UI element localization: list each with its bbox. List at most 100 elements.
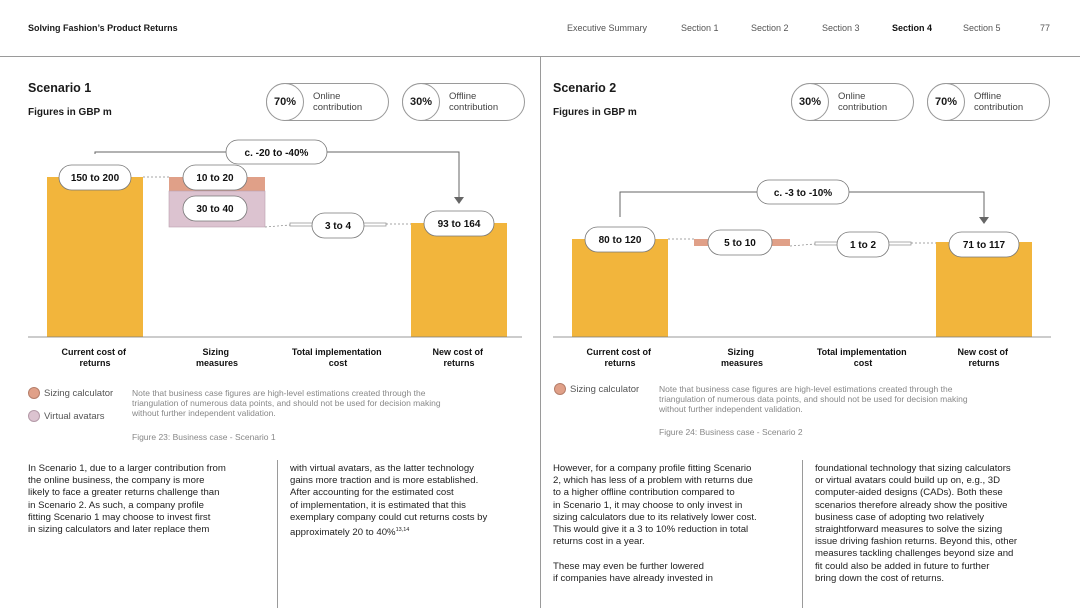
sizing-calculator-legend-icon: [554, 383, 566, 395]
value-label-new-cost: 93 to 164: [438, 219, 481, 230]
nav-executive-summary[interactable]: Executive Summary: [567, 23, 648, 33]
change-label-box: [225, 139, 328, 165]
text-line: in Scenario 2. As such, a company profil…: [28, 499, 204, 511]
document-title: Solving Fashion’s Product Returns: [28, 23, 178, 33]
text-line: 2, which has less of a problem with retu…: [553, 475, 753, 487]
category-label: Current cost of returns: [61, 347, 128, 368]
body-paragraph-2: with virtual avatars, as the latter tech…: [290, 463, 535, 539]
value-label-current: 80 to 120: [599, 235, 642, 246]
text-line: sizing calculators due to its relatively…: [553, 511, 757, 523]
online-label-line-1: Online: [838, 91, 866, 102]
value-label-implementation: 1 to 2: [850, 240, 877, 251]
scenario-title: Scenario 2: [553, 81, 617, 95]
text-line: After accounting for the estimated cost: [290, 487, 454, 499]
category-label: New cost of returns: [432, 347, 485, 368]
note-line: without further independent validation.: [659, 404, 803, 414]
value-label-box: [707, 229, 773, 256]
text-line: fitting Scenario 1 may choose to invest …: [28, 511, 211, 523]
scenario-2-chart: c. -3 to -10% 80 to 120 5 to 10 1 to 2 7…: [553, 179, 1051, 368]
category-label: Sizing measures: [721, 347, 763, 368]
body-paragraph-2: foundational technology that sizing calc…: [815, 463, 1075, 585]
text-line: exemplary company could cut returns cost…: [290, 511, 488, 523]
value-label-new-cost: 71 to 117: [963, 240, 1006, 251]
category-label: New cost of returns: [957, 347, 1010, 368]
text-line: However, for a company profile fitting S…: [553, 463, 752, 474]
text-line: measures tackling challenges beyond size…: [815, 548, 1014, 560]
text-line: straightforward measures to solve the si…: [815, 524, 1003, 536]
page-number: 77: [1040, 23, 1051, 33]
online-percentage: 70%: [266, 83, 304, 121]
value-label-current: 150 to 200: [71, 173, 120, 184]
footnote-ref[interactable]: 13,14: [395, 527, 410, 534]
scenario-1-panel: Scenario 1 Figures in GBP m 70% Online c…: [0, 57, 540, 608]
note-line: Note that business case figures are high…: [132, 388, 426, 398]
offline-contribution-pill: 30% Offline contribution: [402, 83, 525, 121]
text-span: approximately 20 to 40%: [290, 527, 396, 539]
figures-label: Figures in GBP m: [28, 107, 112, 118]
category-label: Total implementation cost: [292, 347, 384, 368]
sizing-calculator-legend-icon: [28, 387, 40, 399]
online-percentage: 30%: [791, 83, 829, 121]
legend-sizing-calculator: Sizing calculator: [44, 388, 114, 399]
text-line: In Scenario 1, due to a larger contribut…: [28, 463, 226, 474]
value-label-box: [182, 195, 248, 222]
scenario-1-chart: c. -20 to -40% 150 to 200 10 to 20 30 to…: [28, 139, 522, 368]
value-label-implementation: 3 to 4: [325, 221, 352, 232]
text-line: returns cost in a year.: [553, 536, 645, 548]
text-line: to a higher offline contribution compare…: [553, 487, 735, 499]
text-line: in Scenario 1, it may choose to only inv…: [553, 499, 743, 511]
nav-section-2[interactable]: Section 2: [751, 23, 789, 33]
text-line: of implementation, it is estimated that …: [290, 499, 466, 511]
offline-contribution-pill: 70% Offline contribution: [927, 83, 1050, 121]
note-line: triangulation of numerous data points, a…: [132, 398, 441, 408]
text-line: the online business, the company is more: [28, 475, 205, 487]
offline-label-line-1: Offline: [974, 91, 1002, 102]
note-line: triangulation of numerous data points, a…: [659, 394, 968, 404]
column-divider: [802, 460, 803, 608]
figure-caption: Figure 24: Business case - Scenario 2: [659, 427, 803, 437]
note-line: without further independent validation.: [132, 408, 276, 418]
change-label: c. -20 to -40%: [245, 148, 309, 159]
text-line: approximately 20 to 40%13,14: [290, 524, 535, 539]
value-label-box: [311, 212, 365, 239]
scenario-title: Scenario 1: [28, 81, 92, 95]
online-label-line-1: Online: [313, 91, 341, 102]
text-line: scenarios therefore already show the pos…: [815, 499, 1008, 511]
virtual-avatars-legend-icon: [28, 410, 40, 422]
value-label-box: [836, 231, 890, 258]
nav-section-3[interactable]: Section 3: [822, 23, 860, 33]
text-line: business case of adopting two relatively: [815, 511, 985, 523]
figures-label: Figures in GBP m: [553, 107, 637, 118]
category-label: Current cost of returns: [586, 347, 653, 368]
legend-sizing-calculator: Sizing calculator: [570, 384, 640, 395]
offline-label: Offline contribution: [974, 91, 1023, 113]
bar-current-cost: [47, 177, 143, 337]
nav-section-5[interactable]: Section 5: [963, 23, 1001, 33]
change-label-box: [756, 179, 850, 205]
nav-section-1[interactable]: Section 1: [681, 23, 719, 33]
text-line: gains more traction and is more establis…: [290, 475, 479, 487]
online-contribution-pill: 70% Online contribution: [266, 83, 389, 121]
text-line: issue driving fashion returns. Beyond th…: [815, 536, 1018, 548]
note-line: Note that business case figures are high…: [659, 384, 953, 394]
nav-section-4[interactable]: Section 4: [892, 23, 933, 33]
offline-percentage: 30%: [402, 83, 440, 121]
value-label-sizing-calculator: 10 to 20: [196, 173, 234, 184]
column-divider: [277, 460, 278, 608]
paragraph-gap: [553, 548, 798, 560]
offline-percentage: 70%: [927, 83, 965, 121]
text-line: with virtual avatars, as the latter tech…: [290, 463, 474, 474]
scenario-2-panel: Scenario 2 Figures in GBP m 30% Online c…: [541, 57, 1080, 608]
offline-label-line-2: contribution: [449, 102, 499, 113]
value-label-virtual-avatars: 30 to 40: [196, 204, 234, 215]
value-label-box: [948, 231, 1020, 258]
change-label: c. -3 to -10%: [774, 188, 832, 199]
connector-line: [789, 243, 816, 247]
bar-current-cost: [572, 239, 668, 337]
text-line: These may even be further lowered: [553, 560, 704, 572]
value-label-sizing-calculator: 5 to 10: [724, 238, 756, 249]
offline-label-line-2: contribution: [974, 102, 1024, 113]
text-line: foundational technology that sizing calc…: [815, 463, 1011, 474]
text-line: computer-aided designs (CADs). Both thes…: [815, 487, 1003, 499]
disclaimer-note: Note that business case figures are high…: [132, 388, 441, 418]
